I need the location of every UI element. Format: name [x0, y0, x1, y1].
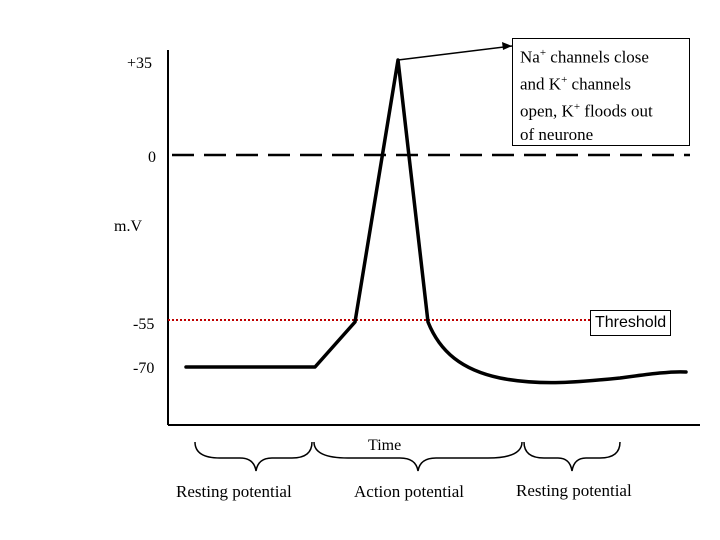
y-tick-minus55: -55	[133, 316, 154, 333]
resting-brace-right	[523, 441, 621, 472]
callout-box: Na+ channels close and K+ channels open,…	[512, 38, 690, 146]
phase-label-resting-1: Resting potential	[176, 482, 292, 501]
y-tick-0: 0	[148, 149, 156, 166]
y-axis-label: m.V	[114, 218, 142, 235]
phase-label-resting-2: Resting potential	[516, 481, 632, 500]
callout-arrowhead	[502, 42, 512, 50]
membrane-potential-trace	[184, 58, 688, 385]
callout-line-3: open, K+ floods out	[520, 101, 653, 121]
callout-pointer-line	[397, 45, 513, 61]
threshold-label: Threshold	[590, 310, 672, 336]
resting-brace-left	[194, 441, 313, 472]
callout-line-2: and K+ channels	[520, 74, 632, 94]
callout-line-1: Na+ channels close	[520, 47, 649, 67]
action-brace	[313, 441, 523, 472]
y-tick-minus70: -70	[133, 360, 154, 377]
x-axis-label: Time	[368, 437, 401, 454]
phase-label-action: Action potential	[354, 482, 465, 501]
y-tick-plus35: +35	[127, 55, 152, 72]
callout-line-4: of neurone	[520, 125, 594, 145]
